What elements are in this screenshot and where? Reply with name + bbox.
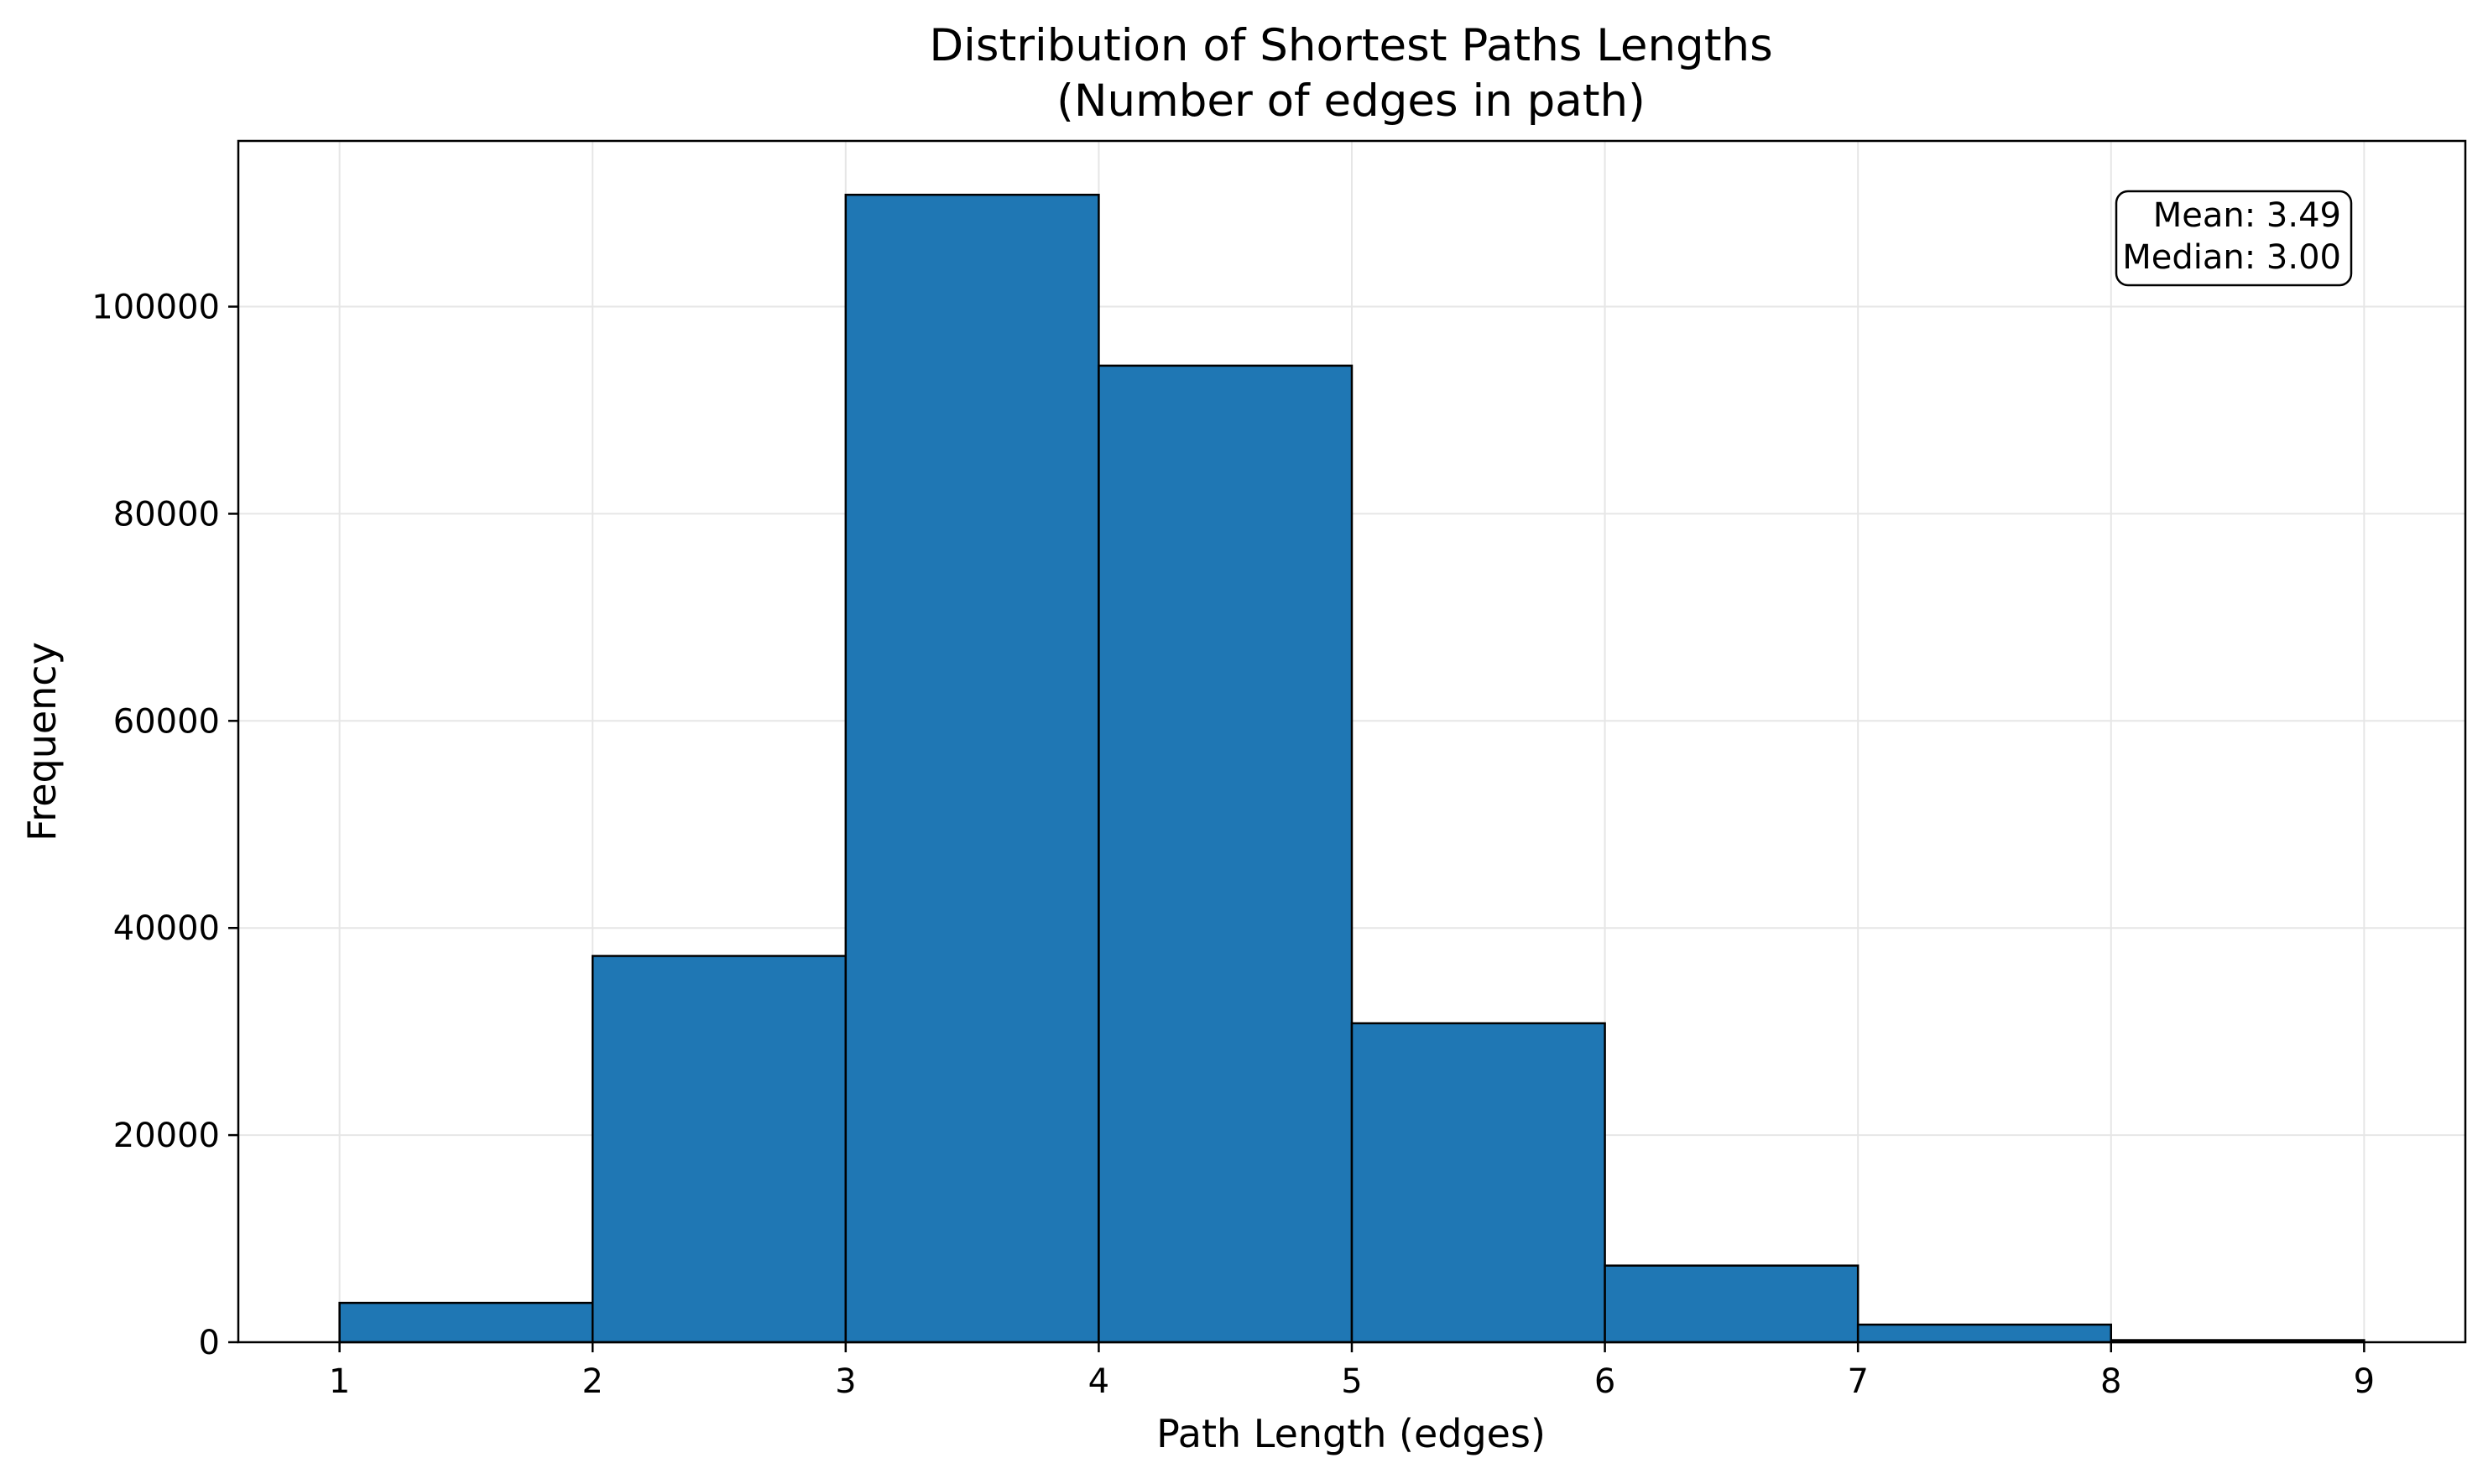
y-tick-label: 60000 <box>113 702 220 741</box>
x-tick-label: 3 <box>835 1362 856 1401</box>
x-axis-ticks: 1 2 3 4 5 6 7 8 9 <box>329 1342 2375 1401</box>
x-tick-label: 7 <box>1847 1362 1868 1401</box>
x-axis-label: Path Length (edges) <box>1156 1411 1546 1456</box>
histogram-bar <box>1604 1264 1859 1344</box>
histogram-bar <box>1856 1323 2113 1344</box>
x-tick-label: 5 <box>1341 1362 1362 1401</box>
x-tick-label: 2 <box>582 1362 603 1401</box>
histogram-bars <box>338 193 2365 1344</box>
histogram-bar <box>1350 1022 1606 1344</box>
y-tick-label: 0 <box>199 1324 220 1362</box>
y-tick-label: 100000 <box>91 289 220 327</box>
chart-subtitle: (Number of edges in path) <box>1056 76 1646 127</box>
y-axis-ticks: 0 20000 40000 60000 80000 100000 <box>91 289 238 1362</box>
x-tick-label: 1 <box>329 1362 350 1401</box>
y-tick-label: 40000 <box>113 909 220 948</box>
histogram-bar <box>591 955 848 1344</box>
stats-annotation-box <box>2115 190 2353 287</box>
y-tick-label: 80000 <box>113 495 220 534</box>
median-label: Median: 3.00 <box>2122 238 2341 277</box>
x-tick-label: 9 <box>2354 1362 2375 1401</box>
histogram-bar <box>844 193 1100 1344</box>
x-tick-label: 6 <box>1594 1362 1615 1401</box>
stats-annotation: Mean: 3.49 Median: 3.00 <box>2115 190 2353 287</box>
mean-label: Mean: 3.49 <box>2153 196 2341 235</box>
x-tick-label: 8 <box>2100 1362 2121 1401</box>
chart-title: Distribution of Shortest Paths Lengths <box>929 20 1772 71</box>
histogram-bar <box>1098 364 1354 1344</box>
x-tick-label: 4 <box>1088 1362 1109 1401</box>
histogram-bar <box>338 1301 594 1344</box>
y-tick-label: 20000 <box>113 1117 220 1155</box>
y-axis-label: Frequency <box>19 642 65 841</box>
